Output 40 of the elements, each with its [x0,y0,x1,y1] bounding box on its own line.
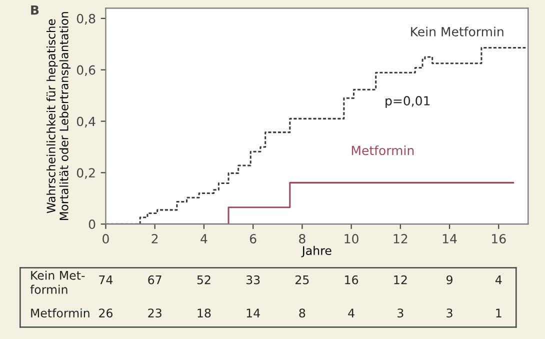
text: Metformin [352,145,414,156]
text: 4 [348,308,354,318]
text: 8 [299,308,306,318]
text: Kein Met- formin [30,270,85,294]
x-tick-label: 14 [442,234,457,244]
y-tick-label: 0 [88,220,96,230]
x-tick-label: 10 [344,234,358,244]
text: 4 [495,276,502,284]
text: 9 [446,275,452,284]
text: 26 [99,308,112,318]
x-tick-label: 8 [299,234,306,244]
text: 67 [148,275,162,284]
text: 3 [398,308,404,318]
x-tick-label: 12 [394,234,408,244]
y-tick-label: 0,4 [76,116,96,128]
y-tick-label: 0,8 [76,14,96,25]
text: 74 [99,276,113,284]
annotation: p=0,01 [386,96,430,108]
x-tick-label: 6 [250,234,256,244]
x-tick-label: 0 [102,234,109,244]
text: 23 [148,308,162,318]
text: Metformin [31,308,90,318]
text: 3 [446,308,452,318]
series-label: Kein Metformin [411,26,504,36]
y-tick-label: 0,2 [76,168,95,179]
x-tick-label: 16 [492,234,506,244]
text: 1 [496,308,502,318]
text: 16 [345,275,358,284]
x-tick-label: 4 [200,234,208,244]
x-tick-label: 2 [152,234,158,244]
text: 14 [246,308,260,318]
text: 25 [296,275,309,284]
y-axis-title: Wahrscheinlichkeit für hepatische Mortalität oder Lebertransplantation [46,12,71,220]
x-axis-title: Jahre [301,246,332,258]
text: 12 [394,275,407,284]
text: 18 [198,308,211,318]
text: 52 [197,275,210,284]
text: 33 [246,275,260,284]
text: B [31,5,39,15]
y-tick-label: 0,6 [76,65,96,76]
